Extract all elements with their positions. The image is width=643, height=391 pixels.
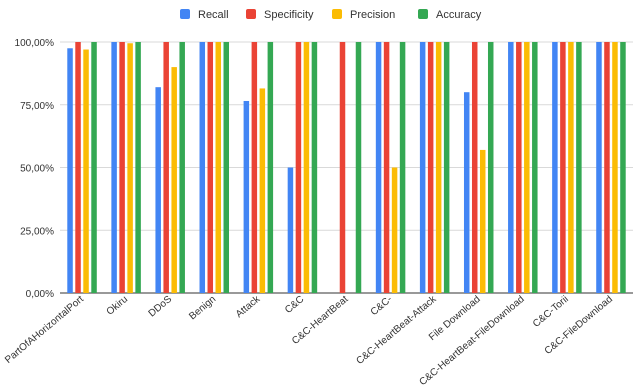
bar <box>199 42 206 293</box>
x-tick-label: Benign <box>187 294 218 322</box>
bar <box>524 42 530 293</box>
bar <box>179 42 185 293</box>
bar <box>207 42 214 293</box>
bar <box>427 42 434 293</box>
bar <box>171 67 177 293</box>
legend-label: Accuracy <box>436 9 482 21</box>
bar <box>119 42 125 293</box>
bar <box>135 42 141 293</box>
bar <box>604 42 610 293</box>
x-tick-label: Attack <box>234 293 263 320</box>
bar <box>155 87 161 294</box>
bar <box>75 42 81 293</box>
x-tick-label: C&C- <box>369 294 395 318</box>
bar <box>471 42 478 293</box>
bar <box>243 100 250 293</box>
bar <box>223 42 230 293</box>
y-tick-label: 25,00% <box>20 226 54 237</box>
y-tick-label: 100,00% <box>15 38 55 49</box>
bar <box>287 167 294 293</box>
x-tick-label: Okiru <box>105 294 130 318</box>
x-tick-label: C&C <box>283 294 306 316</box>
bar <box>516 42 522 293</box>
bar <box>435 42 442 293</box>
bar <box>127 43 133 293</box>
legend-label: Specificity <box>264 9 314 21</box>
bar <box>443 42 450 293</box>
x-tick-label: C&C-HeartBeat-Attack <box>354 293 439 367</box>
bar <box>576 42 582 293</box>
legend-swatch <box>332 9 342 19</box>
bar <box>111 42 117 293</box>
bar <box>383 42 390 293</box>
legend-swatch <box>180 9 190 19</box>
bar <box>479 149 486 293</box>
bar <box>215 42 222 293</box>
bar <box>303 42 310 293</box>
legend-label: Precision <box>350 9 395 21</box>
bar <box>355 42 362 293</box>
x-tick-label: PartOfAHorizontalPort <box>3 294 86 366</box>
bar <box>463 92 470 293</box>
bar <box>311 42 318 293</box>
bar <box>568 42 574 293</box>
x-tick-label: C&C-Torii <box>531 294 571 330</box>
bar <box>259 88 266 293</box>
legend-swatch <box>418 9 428 19</box>
bar <box>391 167 398 293</box>
legend-label: Recall <box>198 9 229 21</box>
bar <box>339 42 346 293</box>
bar <box>267 42 274 293</box>
bar <box>419 42 426 293</box>
bar <box>487 42 494 293</box>
y-tick-label: 0,00% <box>26 289 54 300</box>
bar <box>620 42 626 293</box>
bar <box>295 42 302 293</box>
y-tick-label: 75,00% <box>20 101 54 112</box>
bar <box>508 42 514 293</box>
bar <box>560 42 566 293</box>
x-tick-label: DDoS <box>147 294 175 320</box>
bar <box>532 42 538 293</box>
legend-swatch <box>246 9 256 19</box>
y-tick-label: 50,00% <box>20 164 54 175</box>
bar <box>399 42 406 293</box>
bar <box>552 42 558 293</box>
bar <box>251 42 258 293</box>
bar <box>67 48 73 294</box>
bar <box>163 42 169 293</box>
bar <box>83 49 89 293</box>
bar <box>375 42 382 293</box>
bar <box>91 42 97 293</box>
bar <box>612 42 618 293</box>
bar <box>596 42 602 293</box>
